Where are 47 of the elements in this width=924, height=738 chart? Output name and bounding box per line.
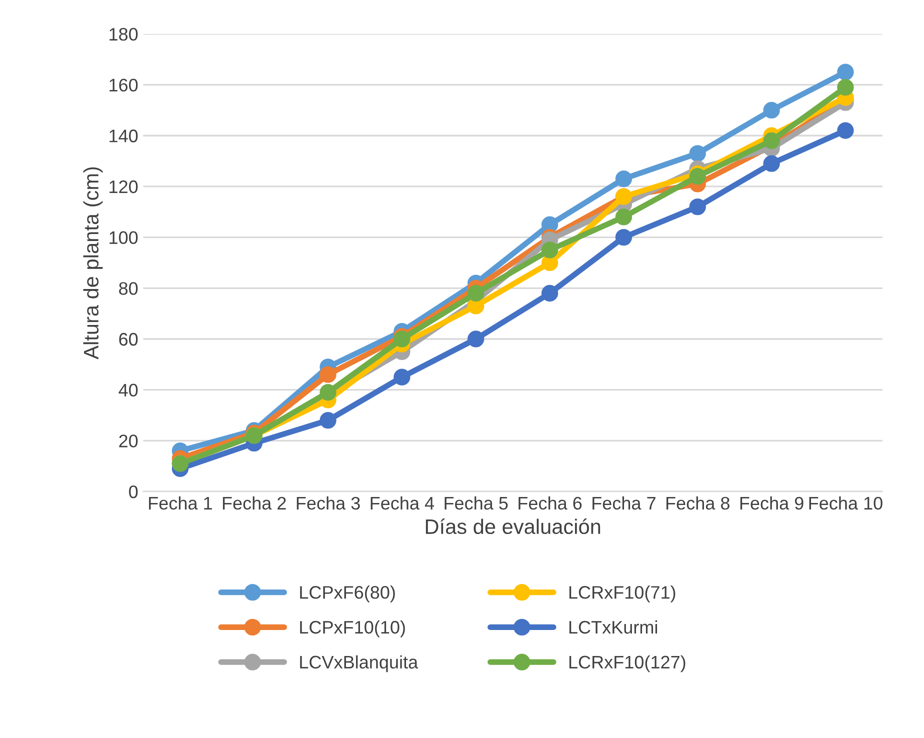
point: [468, 330, 484, 348]
point: [837, 78, 854, 96]
y-tick-label: 20: [119, 434, 138, 448]
point: [320, 384, 336, 401]
y-tick-label: 120: [110, 180, 138, 194]
y-axis-title: Altura de planta (cm): [83, 167, 103, 360]
point: [615, 208, 632, 226]
legend-label: LCTxKurmi: [569, 620, 658, 634]
point: [837, 64, 854, 80]
x-tick-label: Fecha 7: [592, 496, 656, 510]
point: [541, 242, 558, 258]
x-tick-label: Fecha 1: [149, 496, 212, 510]
point: [394, 368, 410, 386]
legend-label: LCVxBlanquita: [300, 655, 418, 672]
y-tick-label: 140: [110, 130, 138, 142]
y-tick-label: 160: [110, 78, 138, 92]
y-tick-label: 0: [129, 485, 138, 498]
x-tick-label: Fecha 9: [740, 496, 804, 510]
x-tick-label: Fecha 6: [518, 496, 582, 510]
legend-label: LCPxF6(80): [300, 586, 395, 602]
legend-label: LCPxF10(10): [300, 620, 405, 638]
x-tick-label: Fecha 4: [370, 496, 434, 510]
x-tick-label: Fecha 5: [444, 496, 508, 510]
point: [615, 170, 632, 188]
x-tick-label: Fecha 8: [666, 496, 730, 510]
y-tick-label: 60: [119, 332, 138, 346]
legend-label: LCRxF10(127): [569, 655, 686, 672]
point: [320, 412, 336, 429]
point: [763, 155, 780, 172]
y-tick-label: 40: [118, 384, 138, 397]
point: [468, 284, 484, 302]
x-tick-label: Fecha 3: [296, 496, 360, 510]
point: [689, 145, 706, 162]
point: [615, 228, 632, 246]
y-tick-label: 100: [110, 231, 138, 244]
point: [837, 122, 854, 139]
x-axis-title: Días de evaluación: [426, 518, 600, 534]
y-tick-label: 180: [110, 28, 138, 41]
x-tick-label: Fecha 10: [809, 496, 882, 510]
point: [763, 132, 780, 150]
point: [541, 284, 558, 302]
point: [320, 366, 336, 383]
x-tick-label: Fecha 2: [222, 496, 286, 510]
legend-label: LCRxF10(71): [569, 586, 676, 602]
point: [763, 102, 780, 119]
y-tick-label: 80: [119, 282, 138, 295]
point: [689, 198, 706, 216]
